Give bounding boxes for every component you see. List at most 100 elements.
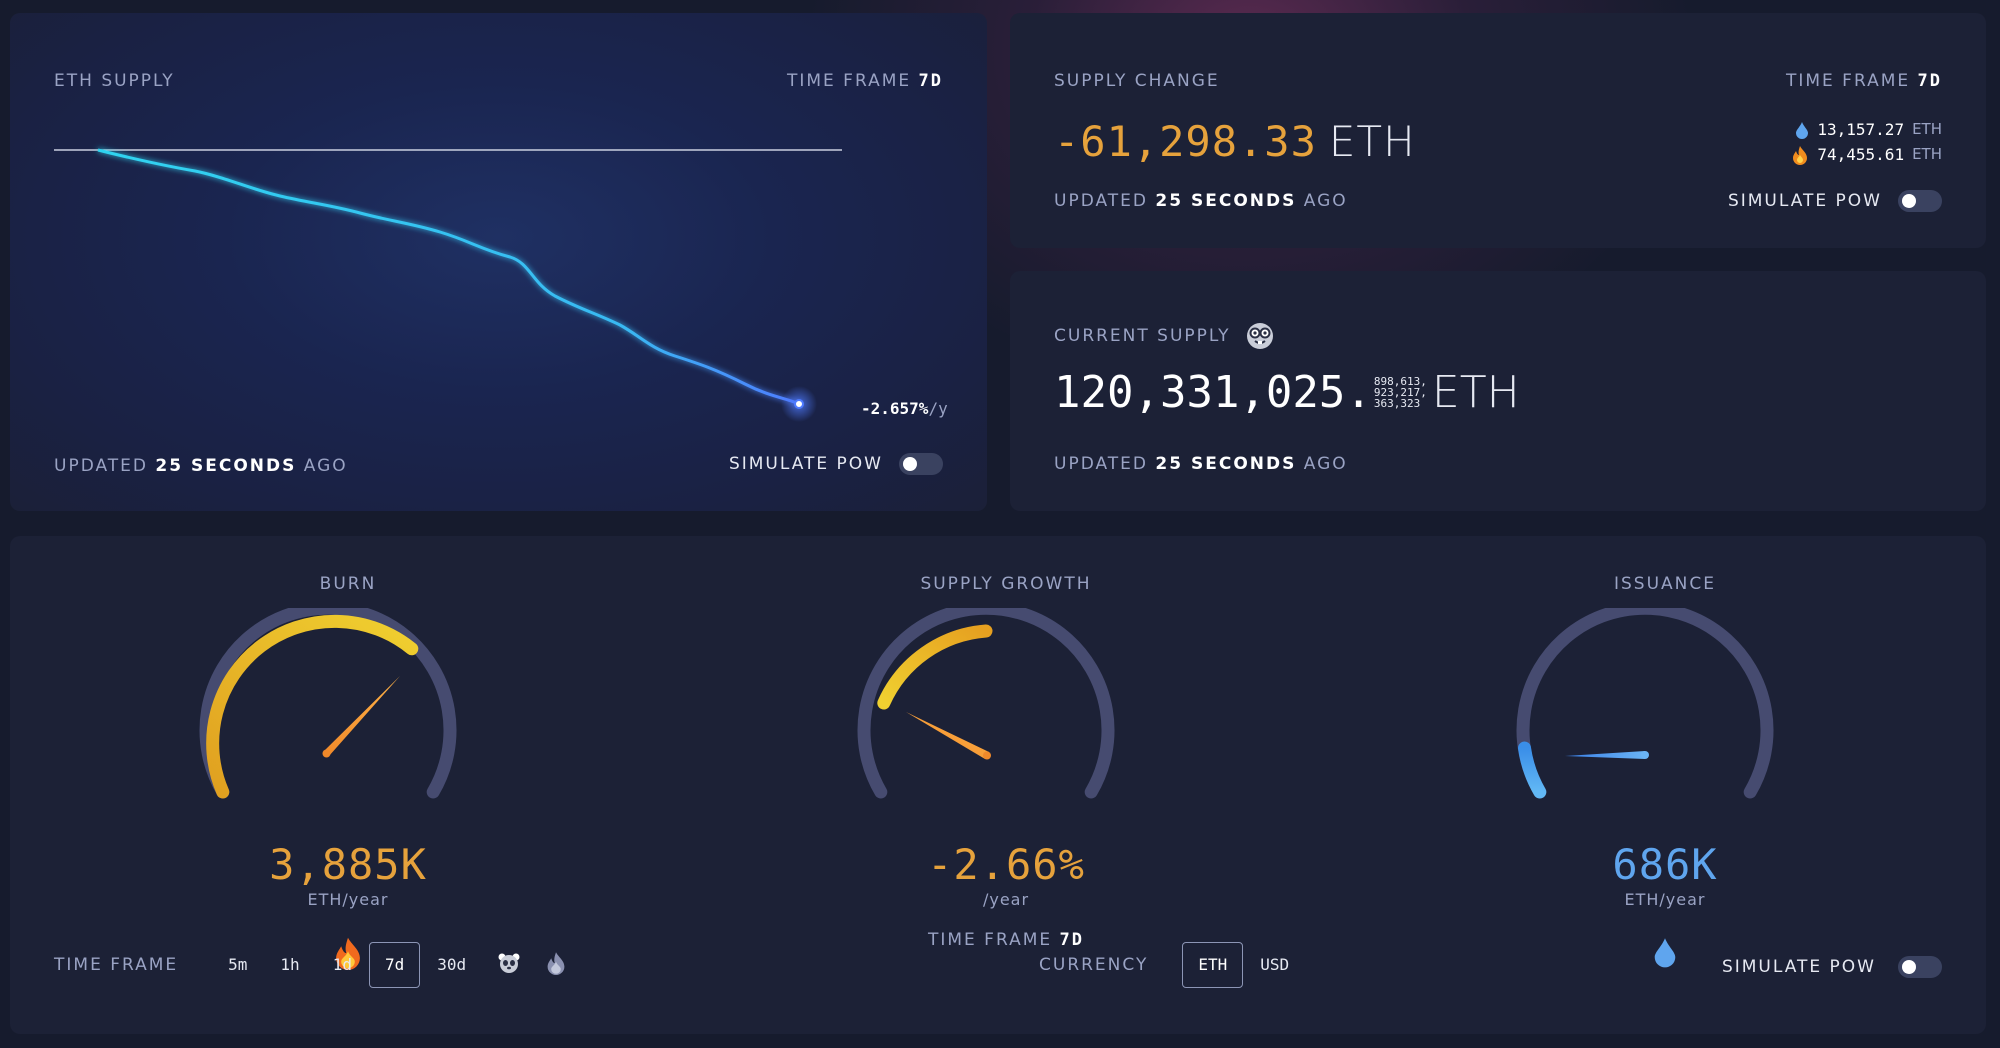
time-frame-label: TIME FRAME	[786, 71, 912, 91]
supply-change-value: -61,298.33 ETH	[1054, 117, 1416, 166]
supply-rate-value: -2.657%	[861, 399, 929, 418]
time-frame-5m-button[interactable]: 5m	[228, 955, 248, 974]
issued-value: 13,157.27	[1817, 120, 1905, 139]
supply-change-card: SUPPLY CHANGE TIME FRAME 7d -61,298.33 ET…	[1010, 13, 1986, 248]
time-frame-since-burn-button[interactable]	[545, 951, 567, 980]
time-frame-value: 7d	[1059, 930, 1085, 950]
fire-icon	[1793, 145, 1808, 165]
supply-growth-value: -2.66%	[927, 840, 1085, 889]
current-supply-title: CURRENT SUPPLY	[1054, 326, 1231, 346]
issuance-dial-track	[1516, 608, 1774, 799]
supply-change-title: SUPPLY CHANGE	[1054, 71, 1220, 91]
time-frame-label: TIME FRAME	[1785, 71, 1911, 91]
supply-growth-unit: /year	[982, 890, 1030, 909]
supply-change-updated: UPDATED 25 SECONDS AGO	[1054, 191, 1348, 211]
toggle-knob	[1902, 194, 1916, 208]
burn-icon-wrap	[188, 922, 508, 970]
simulate-pow-label: SIMULATE PoW	[1721, 957, 1876, 977]
updated-value: 25 SECONDS	[155, 456, 297, 476]
time-frame-30d-button[interactable]: 30d	[437, 955, 467, 974]
current-supply-value: 120,331,025. 898,613, 923,217, 363,323 E…	[1054, 367, 1520, 418]
burn-gauge-title: BURN	[319, 574, 377, 594]
burn-dial-track	[199, 608, 457, 799]
simulate-pow-toggle[interactable]	[1898, 956, 1942, 978]
updated-prefix: UPDATED	[1054, 191, 1149, 211]
current-supply-updated: UPDATED 25 SECONDS AGO	[1054, 454, 1348, 474]
time-frame-value[interactable]: 7d	[918, 71, 943, 91]
issuance-icon-wrap	[1505, 922, 1825, 968]
currency-usd-button[interactable]: USD	[1260, 955, 1290, 974]
supply-growth-gauge: SUPPLY GROWTH -2.66% /year TIME FRAME 7d	[846, 574, 1166, 950]
burned-value: 74,455.61	[1817, 145, 1905, 164]
burn-dial	[199, 608, 457, 799]
supply-growth-dial-fill	[877, 624, 993, 710]
supply-growth-dial	[857, 608, 1115, 799]
burn-needle	[324, 676, 400, 756]
time-frame-selector: TIME FRAME 5m 1h 1d 7d 30d	[54, 942, 577, 988]
current-supply-header: CURRENT SUPPLY	[1054, 321, 1275, 351]
simulate-pow-label: SIMULATE PoW	[728, 454, 883, 474]
droplet-icon	[1796, 121, 1809, 139]
supply-growth-title: SUPPLY GROWTH	[920, 574, 1092, 594]
updated-suffix: AGO	[303, 456, 348, 476]
time-frame-selector-label: TIME FRAME	[54, 955, 179, 975]
toggle-knob	[903, 457, 917, 471]
current-supply-card: CURRENT SUPPLY 120,331,025. 898,613, 923…	[1010, 271, 1986, 511]
supply-growth-needle-base	[983, 751, 991, 760]
droplet-icon	[1654, 938, 1676, 968]
time-frame-label: TIME FRAME	[927, 930, 1053, 950]
simulate-pow-toggle[interactable]	[1898, 190, 1942, 212]
currency-eth-button[interactable]: ETH	[1182, 942, 1244, 988]
eth-supply-time-frame[interactable]: TIME FRAME 7d	[787, 71, 943, 91]
time-frame-value[interactable]: 7d	[1917, 71, 1942, 91]
time-frame-1d-button[interactable]: 1d	[332, 955, 352, 974]
fraction-line-3: 363,323	[1373, 397, 1421, 410]
updated-prefix: UPDATED	[54, 456, 149, 476]
issuance-dial	[1516, 608, 1774, 799]
eth-supply-updated: UPDATED 25 SECONDS AGO	[54, 456, 348, 476]
supply-growth-time-frame: TIME FRAME 7d	[846, 930, 1166, 950]
toggle-knob	[1902, 960, 1916, 974]
updated-suffix: AGO	[1303, 454, 1348, 474]
supply-change-breakdown: 13,157.27 ETH 74,455.61 ETH	[1791, 117, 1942, 167]
fraction-line-2: 923,217,	[1373, 386, 1427, 399]
time-frame-1h-button[interactable]: 1h	[280, 955, 300, 974]
supply-change-amount: -61,298.33	[1054, 117, 1317, 166]
issuance-dial-fill	[1518, 741, 1547, 799]
supply-change-time-frame[interactable]: TIME FRAME 7d	[1786, 71, 1942, 91]
issuance-value: 686K	[1612, 840, 1718, 889]
supply-rate-unit: /y	[928, 399, 948, 418]
supply-change-simulate-pow[interactable]: SIMULATE PoW	[1728, 190, 1942, 212]
burn-unit: ETH/year	[307, 890, 389, 909]
fraction-line-1: 898,613,	[1373, 375, 1427, 388]
current-supply-fraction: 898,613, 923,217, 363,323	[1373, 375, 1427, 410]
supply-change-unit: ETH	[1328, 117, 1416, 166]
simulate-pow-toggle[interactable]	[899, 453, 943, 475]
updated-suffix: AGO	[1303, 191, 1348, 211]
gauges-simulate-pow[interactable]: SIMULATE PoW	[1722, 956, 1942, 978]
updated-prefix: UPDATED	[1054, 454, 1149, 474]
currency-label: CURRENCY	[1039, 955, 1149, 975]
supply-line	[97, 148, 800, 406]
issued-unit: ETH	[1912, 120, 1942, 138]
fire-icon	[547, 951, 565, 975]
burn-gauge: BURN 3,885K ETH/year	[188, 574, 508, 970]
currency-selector: CURRENCY ETH USD	[1039, 942, 1306, 988]
burn-dial-fill	[206, 614, 419, 799]
issuance-needle-base	[1641, 751, 1649, 759]
eth-supply-chart	[54, 148, 842, 422]
nerd-face-icon[interactable]	[1245, 321, 1275, 351]
current-point[interactable]	[794, 399, 804, 409]
issued-row: 13,157.27 ETH	[1791, 117, 1942, 142]
time-frame-since-merge-button[interactable]	[497, 951, 521, 980]
issuance-unit: ETH/year	[1624, 890, 1706, 909]
burned-unit: ETH	[1912, 145, 1942, 163]
fire-icon	[336, 937, 360, 970]
eth-supply-simulate-pow[interactable]: SIMULATE PoW	[729, 453, 943, 475]
time-frame-7d-button[interactable]: 7d	[368, 942, 421, 988]
eth-supply-card: ETH SUPPLY TIME FRAME 7d -2.657%/y	[10, 13, 987, 511]
burned-row: 74,455.61 ETH	[1791, 142, 1942, 167]
simulate-pow-label: SIMULATE PoW	[1727, 191, 1882, 211]
current-supply-unit: ETH	[1431, 367, 1520, 418]
supply-growth-needle	[906, 712, 989, 759]
